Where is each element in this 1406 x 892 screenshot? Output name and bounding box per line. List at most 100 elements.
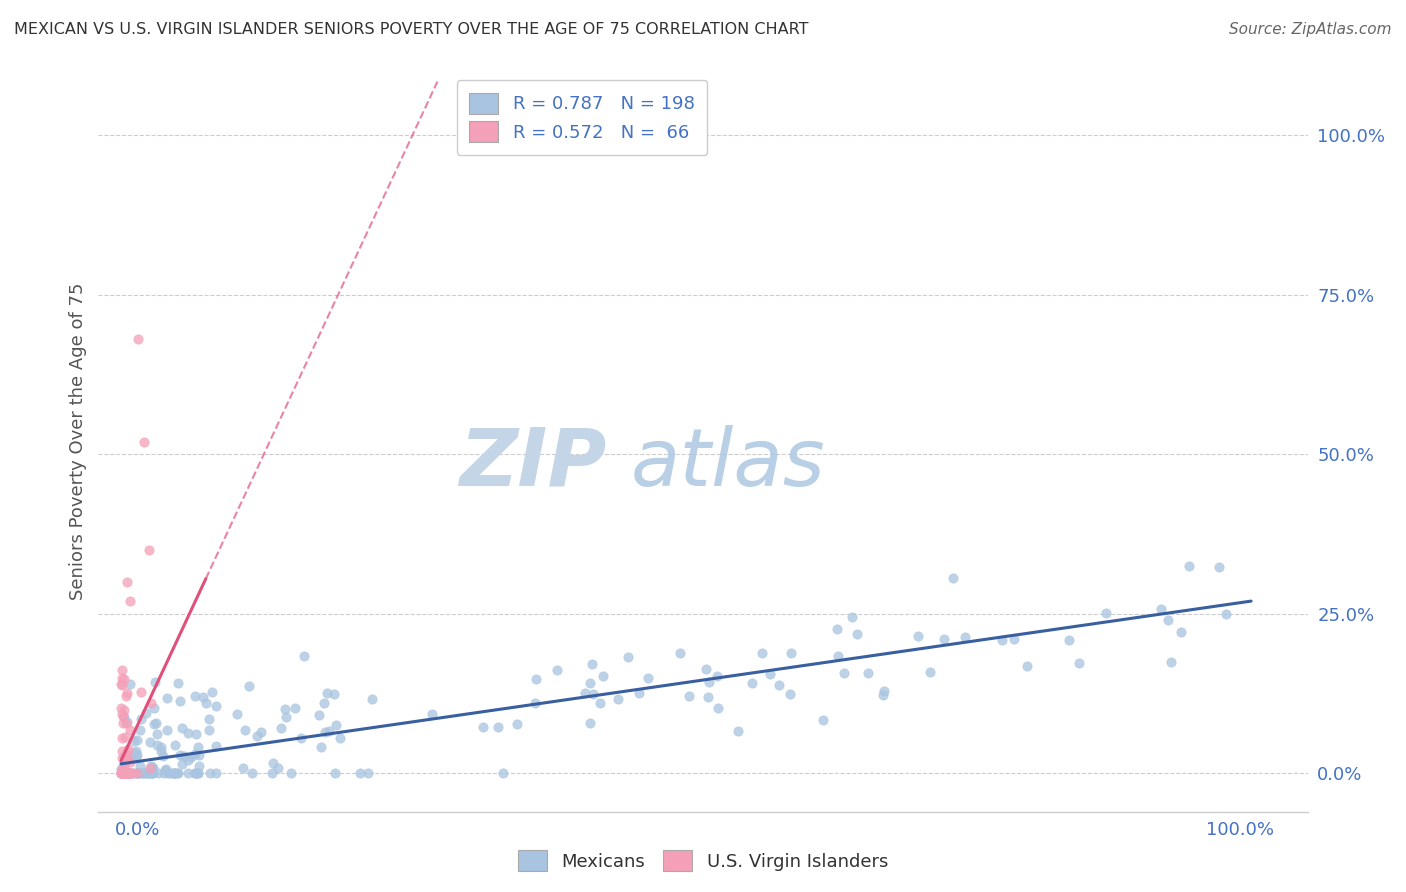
Point xyxy=(114,766,136,780)
Point xyxy=(111,750,134,764)
Point xyxy=(127,333,149,347)
Point xyxy=(169,694,191,708)
Point xyxy=(118,766,141,780)
Point xyxy=(751,646,773,660)
Point xyxy=(170,721,193,735)
Point xyxy=(122,766,145,780)
Point xyxy=(186,726,208,740)
Point xyxy=(1002,632,1025,646)
Point xyxy=(112,764,135,778)
Point xyxy=(112,760,135,774)
Point xyxy=(112,766,135,780)
Point xyxy=(111,766,134,780)
Point xyxy=(110,700,132,714)
Point xyxy=(318,723,340,738)
Point xyxy=(198,713,221,727)
Point xyxy=(169,748,191,763)
Point xyxy=(115,766,138,780)
Point xyxy=(115,766,138,780)
Point xyxy=(127,766,149,780)
Point xyxy=(110,766,132,780)
Point xyxy=(811,713,834,727)
Point xyxy=(873,683,896,698)
Point xyxy=(143,701,166,715)
Point xyxy=(1208,559,1230,574)
Point xyxy=(768,678,790,692)
Text: Source: ZipAtlas.com: Source: ZipAtlas.com xyxy=(1229,22,1392,37)
Point xyxy=(284,701,307,715)
Point xyxy=(115,716,138,731)
Point xyxy=(589,696,612,710)
Point xyxy=(110,766,132,780)
Point xyxy=(1149,601,1171,615)
Point xyxy=(152,749,174,764)
Point xyxy=(238,679,260,693)
Point xyxy=(523,696,546,710)
Point xyxy=(125,744,148,758)
Text: ZIP: ZIP xyxy=(458,425,606,503)
Point xyxy=(115,689,138,703)
Point xyxy=(117,742,139,756)
Point xyxy=(250,724,273,739)
Point xyxy=(117,715,139,730)
Point xyxy=(163,766,186,780)
Point xyxy=(125,750,148,764)
Point xyxy=(111,766,134,780)
Point xyxy=(159,766,181,780)
Point xyxy=(114,766,136,780)
Point xyxy=(111,766,134,780)
Point xyxy=(779,646,801,660)
Point xyxy=(112,710,135,724)
Point xyxy=(1170,624,1192,639)
Point xyxy=(118,766,141,780)
Point xyxy=(114,766,136,780)
Point xyxy=(139,696,162,710)
Point xyxy=(697,690,720,704)
Point xyxy=(112,748,135,763)
Point xyxy=(115,745,138,759)
Point xyxy=(114,749,136,764)
Point xyxy=(628,686,651,700)
Point xyxy=(184,766,207,780)
Point xyxy=(112,766,135,780)
Point xyxy=(163,766,186,780)
Point xyxy=(146,766,169,780)
Point xyxy=(111,707,134,722)
Point xyxy=(325,718,347,732)
Point xyxy=(141,759,163,773)
Point xyxy=(125,733,148,747)
Point xyxy=(991,633,1014,648)
Point xyxy=(262,756,284,770)
Point xyxy=(727,723,749,738)
Point xyxy=(112,766,135,780)
Point xyxy=(139,735,162,749)
Point xyxy=(1069,656,1091,670)
Point xyxy=(129,685,152,699)
Point xyxy=(1160,655,1182,669)
Point xyxy=(191,690,214,705)
Point xyxy=(162,766,184,780)
Point xyxy=(1057,632,1080,647)
Point xyxy=(173,748,195,763)
Point xyxy=(695,662,717,676)
Point xyxy=(472,720,495,734)
Point xyxy=(166,766,188,780)
Point xyxy=(309,739,332,754)
Point xyxy=(141,766,163,780)
Point xyxy=(184,766,207,780)
Point xyxy=(582,687,605,701)
Point xyxy=(918,665,941,679)
Point xyxy=(524,672,547,686)
Point xyxy=(129,766,152,780)
Point xyxy=(759,666,782,681)
Point xyxy=(111,678,134,692)
Point xyxy=(135,706,157,721)
Point xyxy=(111,766,134,780)
Point xyxy=(120,723,142,737)
Point xyxy=(176,726,198,740)
Point xyxy=(111,715,134,730)
Point xyxy=(506,716,529,731)
Point xyxy=(118,766,141,780)
Point xyxy=(114,752,136,766)
Point xyxy=(129,723,152,737)
